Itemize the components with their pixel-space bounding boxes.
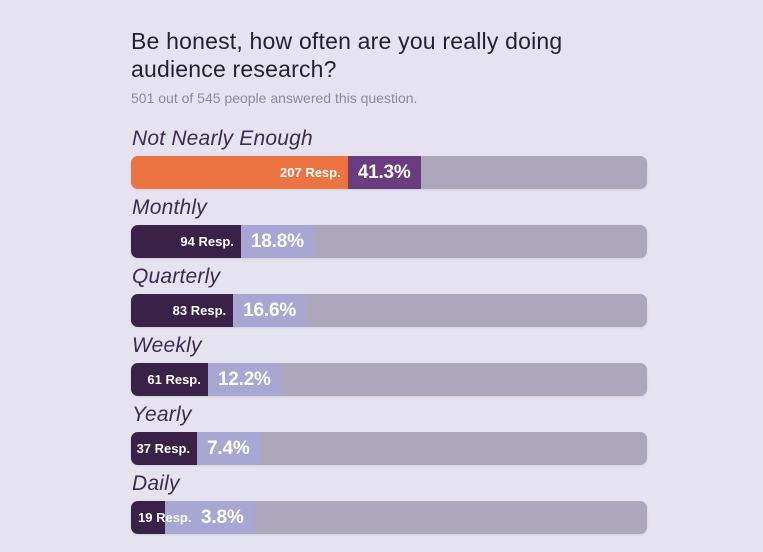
percent-badge: 18.8% (240, 225, 314, 258)
category-label: Not Nearly Enough (132, 127, 313, 150)
category-label: Quarterly (132, 265, 221, 288)
percent-badge: 7.4% (197, 432, 260, 465)
bar-track: 37 Resp. 7.4% (131, 432, 647, 465)
category-label: Weekly (132, 334, 202, 357)
bar-track: 61 Resp. 12.2% (131, 363, 647, 396)
responses-label: 207 Resp. (280, 165, 341, 180)
bar-row: Not Nearly Enough 207 Resp. 41.3% (131, 127, 763, 189)
bar-track: 83 Resp. 16.6% (131, 294, 647, 327)
chart-subtitle: 501 out of 545 people answered this ques… (131, 90, 418, 106)
bar-row: Daily 19 Resp. 3.8% (131, 472, 763, 534)
bar-row: Monthly 94 Resp. 18.8% (131, 196, 763, 258)
bar-row: Quarterly 83 Resp. 16.6% (131, 265, 763, 327)
bar-value-segment: 19 Resp. (131, 501, 191, 534)
category-label: Daily (132, 472, 180, 495)
percent-badge: 3.8% (165, 501, 254, 534)
bar-value-segment: 207 Resp. (131, 156, 348, 189)
bar-chart: Not Nearly Enough 207 Resp. 41.3% Monthl… (131, 127, 763, 534)
percent-badge: 12.2% (207, 363, 281, 396)
category-label: Monthly (132, 196, 207, 219)
responses-label: 37 Resp. (136, 441, 191, 456)
responses-label: 83 Resp. (172, 303, 227, 318)
bar-value-segment: 61 Resp. (131, 363, 208, 396)
bar-row: Yearly 37 Resp. 7.4% (131, 403, 763, 465)
responses-label: 94 Resp. (180, 234, 234, 249)
percent-badge: 41.3% (347, 156, 421, 189)
bar-track: 94 Resp. 18.8% (131, 225, 647, 258)
percent-badge: 16.6% (233, 294, 307, 327)
bar-track: 19 Resp. 3.8% (131, 501, 647, 534)
category-label: Yearly (132, 403, 192, 426)
bar-value-segment: 83 Resp. (131, 294, 234, 327)
bar-track: 207 Resp. 41.3% (131, 156, 647, 189)
responses-label: 19 Resp. (138, 510, 192, 525)
bar-row: Weekly 61 Resp. 12.2% (131, 334, 763, 396)
bar-value-segment: 94 Resp. (131, 225, 241, 258)
bar-value-segment: 37 Resp. (131, 432, 198, 465)
responses-label: 61 Resp. (147, 372, 201, 387)
chart-title: Be honest, how often are you really doin… (131, 28, 563, 82)
